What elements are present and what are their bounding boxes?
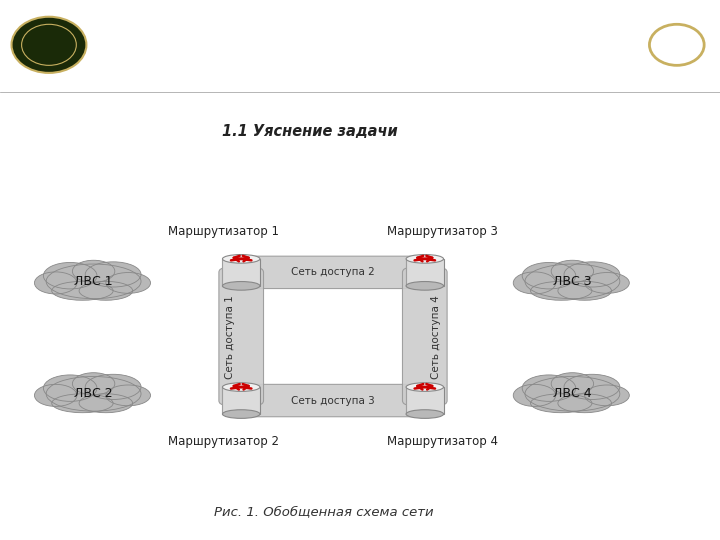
Ellipse shape — [35, 384, 77, 407]
Text: Маршрутизатор 4: Маршрутизатор 4 — [387, 435, 498, 448]
Ellipse shape — [531, 394, 592, 413]
Ellipse shape — [525, 264, 620, 299]
Ellipse shape — [222, 410, 260, 418]
Ellipse shape — [531, 281, 592, 300]
Ellipse shape — [406, 383, 444, 391]
Ellipse shape — [52, 394, 113, 413]
Text: 4: 4 — [670, 36, 683, 54]
Ellipse shape — [552, 260, 593, 282]
Text: Рис. 1. Обобщенная схема сети: Рис. 1. Обобщенная схема сети — [214, 505, 434, 518]
Ellipse shape — [558, 281, 611, 300]
Ellipse shape — [43, 262, 97, 289]
Ellipse shape — [85, 374, 141, 400]
Bar — [406, 387, 444, 414]
Ellipse shape — [558, 394, 611, 413]
Ellipse shape — [406, 254, 444, 263]
Ellipse shape — [564, 262, 620, 287]
Ellipse shape — [46, 376, 141, 411]
Ellipse shape — [222, 254, 260, 263]
FancyBboxPatch shape — [233, 384, 433, 417]
Ellipse shape — [522, 262, 576, 289]
Ellipse shape — [79, 394, 132, 413]
Ellipse shape — [406, 410, 444, 418]
Text: Сеть доступа 1: Сеть доступа 1 — [225, 295, 235, 379]
Bar — [222, 259, 260, 286]
FancyBboxPatch shape — [402, 268, 447, 405]
Ellipse shape — [79, 281, 132, 300]
Ellipse shape — [406, 281, 444, 290]
Ellipse shape — [513, 272, 556, 294]
Bar — [222, 387, 260, 414]
Text: 1.1 Уяснение задачи: 1.1 Уяснение задачи — [222, 124, 397, 139]
FancyBboxPatch shape — [233, 256, 433, 288]
Text: Сеть доступа 2: Сеть доступа 2 — [291, 267, 374, 278]
Text: ЛВС 4: ЛВС 4 — [553, 387, 592, 400]
Ellipse shape — [106, 273, 150, 293]
Text: Сеть доступа 3: Сеть доступа 3 — [291, 396, 374, 406]
Ellipse shape — [43, 375, 97, 401]
Ellipse shape — [525, 376, 620, 411]
Text: ЛВС 3: ЛВС 3 — [553, 275, 592, 288]
Ellipse shape — [73, 260, 114, 282]
Text: 1В. Планирование развертывания сети: 1В. Планирование развертывания сети — [108, 35, 581, 55]
Text: Сеть доступа 4: Сеть доступа 4 — [431, 295, 441, 379]
Ellipse shape — [52, 281, 113, 300]
Text: Маршрутизатор 3: Маршрутизатор 3 — [387, 225, 498, 238]
Ellipse shape — [73, 373, 114, 395]
Ellipse shape — [106, 385, 150, 406]
Ellipse shape — [35, 272, 77, 294]
Ellipse shape — [222, 281, 260, 290]
Text: ЛВС 2: ЛВС 2 — [74, 387, 113, 400]
Ellipse shape — [564, 374, 620, 400]
Ellipse shape — [585, 385, 629, 406]
Ellipse shape — [552, 373, 593, 395]
Ellipse shape — [522, 375, 576, 401]
Ellipse shape — [46, 264, 141, 299]
Ellipse shape — [222, 383, 260, 391]
Bar — [406, 259, 444, 286]
Text: ЛВС 1: ЛВС 1 — [74, 275, 113, 288]
Text: Маршрутизатор 1: Маршрутизатор 1 — [168, 225, 279, 238]
Ellipse shape — [85, 262, 141, 287]
Ellipse shape — [585, 273, 629, 293]
Text: Маршрутизатор 2: Маршрутизатор 2 — [168, 435, 279, 448]
FancyBboxPatch shape — [219, 268, 264, 405]
Ellipse shape — [513, 384, 556, 407]
